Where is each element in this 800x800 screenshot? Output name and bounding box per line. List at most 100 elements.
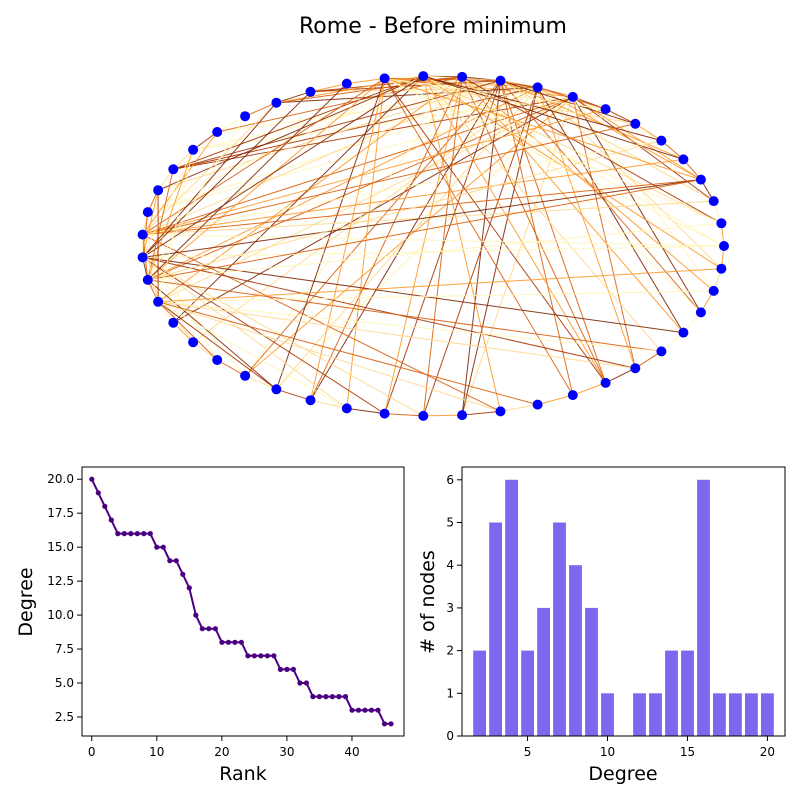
network-node-37 <box>495 406 506 417</box>
network-node-32 <box>305 395 316 406</box>
network-edge-14 <box>310 83 347 93</box>
rank-ytick-label-2: 7.5 <box>55 642 74 656</box>
hist-xtick-label-1: 10 <box>600 745 615 759</box>
network-node-21 <box>153 185 164 196</box>
network-node-8 <box>567 91 578 102</box>
histogram-bar-7 <box>553 522 566 736</box>
network-node-14 <box>341 78 352 89</box>
network-edge-32 <box>310 399 347 409</box>
network-edge-142 <box>142 108 606 236</box>
network-edge-6 <box>605 108 636 125</box>
network-edge-156 <box>142 256 348 409</box>
histogram-ticks: 5 10 15 20 0 1 2 3 4 5 6 <box>446 473 775 759</box>
rank-chart-plot <box>89 476 394 727</box>
rank-point-39 <box>342 694 349 700</box>
rank-point-26 <box>258 653 264 659</box>
network-edge-135 <box>384 77 636 125</box>
rank-point-45 <box>381 721 388 727</box>
rank-point-38 <box>336 694 342 700</box>
rank-xtick-label-0: 0 <box>88 745 96 759</box>
network-node-15 <box>305 86 316 97</box>
network-edge-34 <box>384 413 424 417</box>
network-edge-73 <box>276 86 538 104</box>
network-edge-85 <box>500 80 684 160</box>
network-edge-100 <box>461 76 607 384</box>
network-edge-111 <box>423 75 725 247</box>
network-node-9 <box>532 82 543 93</box>
network-edge-138 <box>142 179 701 236</box>
network-edge-163 <box>147 83 348 281</box>
histogram-bars <box>473 479 774 736</box>
network-edge-130 <box>384 78 574 396</box>
figure-title: Rome - Before minimum <box>299 14 567 39</box>
network-edge-174 <box>157 301 277 390</box>
network-edge-166 <box>147 169 174 281</box>
rank-ytick-label-6: 17.5 <box>47 506 74 520</box>
network-node-27 <box>168 317 179 328</box>
rank-point-34 <box>310 694 316 700</box>
network-edge-87 <box>192 80 501 151</box>
network-node-22 <box>142 207 153 218</box>
rank-point-12 <box>167 558 173 564</box>
rank-point-27 <box>264 653 270 659</box>
hist-xtick-label-0: 5 <box>524 745 532 759</box>
network-edge-139 <box>142 102 277 235</box>
rank-point-7 <box>134 531 140 537</box>
network-edge-15 <box>276 91 311 104</box>
network-edge-107 <box>217 76 463 133</box>
network-edge-120 <box>423 75 662 142</box>
rank-point-3 <box>108 517 114 523</box>
rank-point-16 <box>193 612 199 618</box>
rank-degree-chart: 0 10 20 30 40 2.5 5.0 7.5 10.0 12.5 15.0 17.5 20.0 R… <box>15 466 405 785</box>
network-edge-77 <box>537 87 636 369</box>
network-node-25 <box>142 274 153 285</box>
network-edge-129 <box>384 77 501 82</box>
network-edge-167 <box>147 115 246 281</box>
network-edge-171 <box>147 279 277 390</box>
network-edge-48 <box>157 96 574 303</box>
rank-chart-ylabel: Degree <box>15 567 37 636</box>
network-node-5 <box>656 135 667 146</box>
network-edge-179 <box>142 234 159 302</box>
rank-point-28 <box>271 653 277 659</box>
network-edge-88 <box>310 80 501 401</box>
histogram-bar-3 <box>489 522 502 736</box>
rank-point-17 <box>199 626 205 632</box>
histogram-bar-5 <box>521 650 534 736</box>
network-edge-134 <box>147 78 385 281</box>
network-edge-149 <box>142 149 194 258</box>
network-edge-137 <box>142 77 385 236</box>
network-edge-13 <box>346 77 385 85</box>
network-edge-116 <box>423 75 722 270</box>
network-node-7 <box>600 104 611 115</box>
rank-point-0 <box>89 476 95 482</box>
network-edge-133 <box>384 77 725 247</box>
network-edge-16 <box>244 102 277 117</box>
rank-point-32 <box>297 680 303 686</box>
rank-point-30 <box>284 666 290 673</box>
degree-histogram: 5 10 15 20 0 1 2 3 4 5 6 Degree # of nodes <box>417 466 786 785</box>
network-edge-96 <box>461 80 501 416</box>
network-edge-180 <box>157 301 348 409</box>
rank-point-1 <box>95 490 101 496</box>
network-edge-160 <box>142 179 701 258</box>
hist-ytick-label-2: 2 <box>446 644 454 658</box>
network-edge-161 <box>142 256 636 369</box>
histogram-bar-8 <box>569 565 582 736</box>
histogram-bar-12 <box>633 693 646 736</box>
rank-chart-ticks: 0 10 20 30 40 2.5 5.0 7.5 10.0 12.5 15.0 17.5 20.0 <box>47 472 359 759</box>
network-node-45 <box>708 285 719 296</box>
hist-ytick-label-0: 0 <box>446 729 454 743</box>
network-edge-124 <box>384 77 606 110</box>
network-edge-5 <box>635 123 662 142</box>
hist-xtick-label-2: 15 <box>680 745 695 759</box>
network-node-30 <box>240 370 251 381</box>
network-edge-178 <box>157 149 194 302</box>
network-edge-132 <box>384 77 702 181</box>
network-edge-12 <box>384 75 424 79</box>
network-edge-39 <box>572 382 606 396</box>
rank-point-31 <box>290 666 296 673</box>
rank-point-46 <box>388 721 394 727</box>
network-edge-164 <box>147 222 722 281</box>
